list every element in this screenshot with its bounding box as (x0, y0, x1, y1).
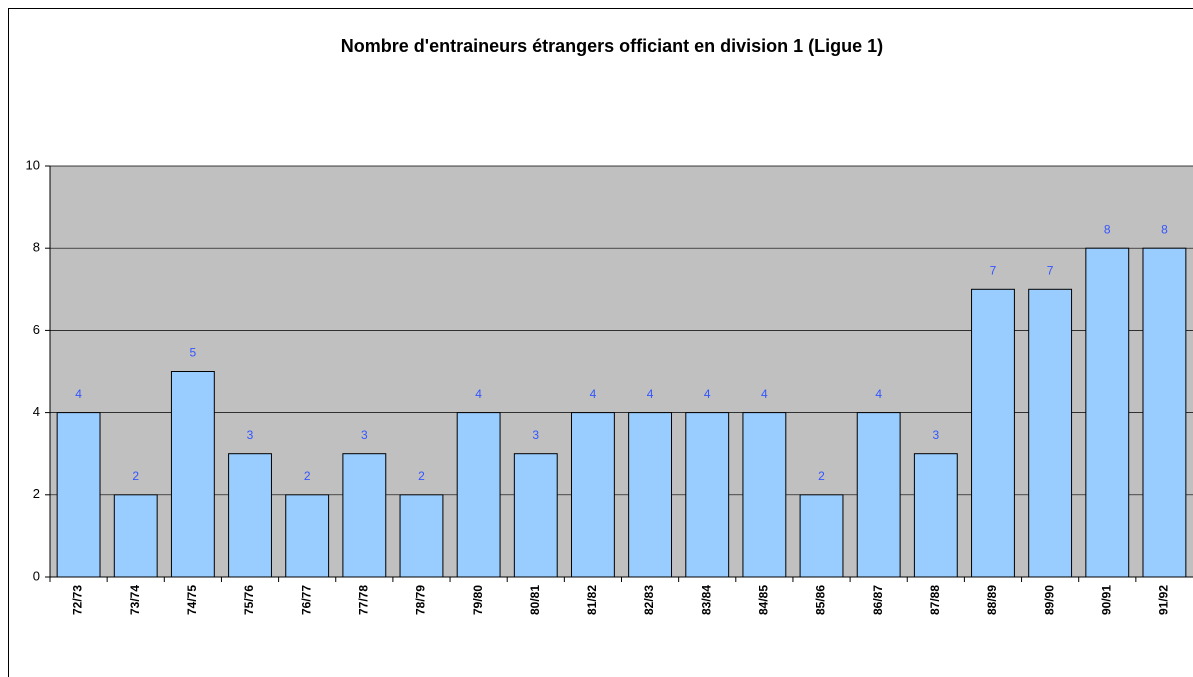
x-tick-label: 91/92 (1157, 585, 1171, 615)
x-tick-label: 74/75 (185, 585, 199, 615)
bar (228, 453, 272, 578)
plot-area (50, 166, 1193, 577)
x-tick-label: 79/80 (471, 585, 485, 615)
x-tick-label: 77/78 (356, 585, 370, 615)
value-label: 4 (75, 387, 82, 401)
x-tick-label: 87/88 (928, 585, 942, 615)
x-tick-label: 90/91 (1099, 585, 1113, 615)
bar (342, 453, 387, 578)
value-label: 5 (190, 346, 197, 360)
y-tick-label: 8 (33, 240, 40, 255)
value-label: 3 (532, 428, 539, 442)
value-label: 4 (704, 387, 711, 401)
y-tick-label: 4 (33, 404, 40, 419)
value-label: 8 (1104, 222, 1111, 236)
value-label: 3 (932, 428, 939, 442)
x-tick-label: 72/73 (71, 585, 85, 615)
x-tick-label: 81/82 (585, 585, 599, 615)
bar (799, 494, 844, 578)
bar (570, 412, 615, 578)
bar (456, 412, 501, 578)
y-tick-label: 10 (26, 157, 40, 172)
x-tick-label: 73/74 (128, 585, 142, 615)
value-label: 7 (1047, 263, 1054, 277)
bar (856, 412, 901, 578)
bar (1085, 247, 1130, 578)
x-tick-label: 76/77 (299, 585, 313, 615)
x-tick-label: 80/81 (528, 585, 542, 615)
value-label: 2 (818, 469, 825, 483)
bar (685, 412, 730, 578)
value-label: 4 (875, 387, 882, 401)
y-tick-label: 2 (33, 486, 40, 501)
bar (971, 288, 1015, 578)
bar (513, 453, 558, 578)
x-tick-label: 86/87 (871, 585, 885, 615)
bar (742, 412, 787, 578)
bar (628, 412, 673, 578)
y-tick-label: 6 (33, 322, 40, 337)
value-label: 2 (418, 469, 425, 483)
x-tick-label: 88/89 (985, 585, 999, 615)
bar (56, 412, 101, 578)
bar (1028, 288, 1073, 578)
bar (170, 371, 215, 578)
value-label: 4 (590, 387, 597, 401)
value-label: 3 (361, 428, 368, 442)
value-label: 2 (304, 469, 311, 483)
value-label: 4 (647, 387, 654, 401)
chart-title: Nombre d'entraineurs étrangers officiant… (341, 36, 883, 56)
value-label: 4 (475, 387, 482, 401)
bar (285, 494, 330, 578)
x-tick-label: 85/86 (814, 585, 828, 615)
x-tick-label: 83/84 (699, 585, 713, 615)
x-tick-label: 84/85 (757, 585, 771, 615)
value-label: 4 (761, 387, 768, 401)
value-label: 7 (990, 263, 997, 277)
value-label: 3 (247, 428, 254, 442)
bar (913, 453, 958, 578)
y-tick-label: 0 (33, 568, 40, 583)
value-label: 8 (1161, 222, 1168, 236)
value-label: 2 (132, 469, 139, 483)
x-tick-label: 89/90 (1042, 585, 1056, 615)
x-tick-label: 75/76 (242, 585, 256, 615)
bar (1142, 247, 1187, 578)
bar (113, 494, 158, 578)
x-tick-label: 78/79 (414, 585, 428, 615)
bar (399, 494, 444, 578)
x-tick-label: 82/83 (642, 585, 656, 615)
